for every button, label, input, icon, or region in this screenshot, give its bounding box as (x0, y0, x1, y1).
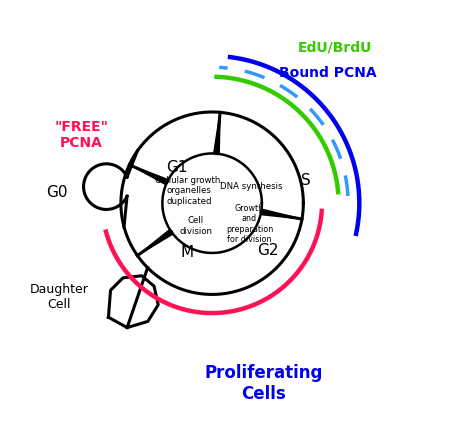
Text: G2: G2 (257, 243, 279, 258)
Text: S: S (301, 173, 310, 188)
Text: "FREE"
PCNA: "FREE" PCNA (55, 120, 109, 150)
Polygon shape (129, 165, 168, 184)
Text: Growth
and
preparation
for division: Growth and preparation for division (226, 204, 273, 244)
Text: Cell
division: Cell division (179, 216, 212, 236)
Polygon shape (261, 209, 302, 219)
Text: EdU/BrdU: EdU/BrdU (297, 41, 372, 55)
Text: G1: G1 (166, 160, 188, 176)
Text: Bound PCNA: Bound PCNA (279, 66, 377, 80)
Text: G0: G0 (46, 185, 67, 201)
Text: M: M (181, 245, 194, 261)
Text: Proliferating
Cells: Proliferating Cells (205, 364, 323, 403)
Polygon shape (137, 230, 173, 255)
Polygon shape (214, 113, 220, 154)
Text: Daughter
Cell: Daughter Cell (29, 283, 88, 310)
Text: Cellular growth,
organelles
duplicated: Cellular growth, organelles duplicated (155, 176, 223, 206)
Text: DNA synthesis: DNA synthesis (220, 182, 283, 191)
